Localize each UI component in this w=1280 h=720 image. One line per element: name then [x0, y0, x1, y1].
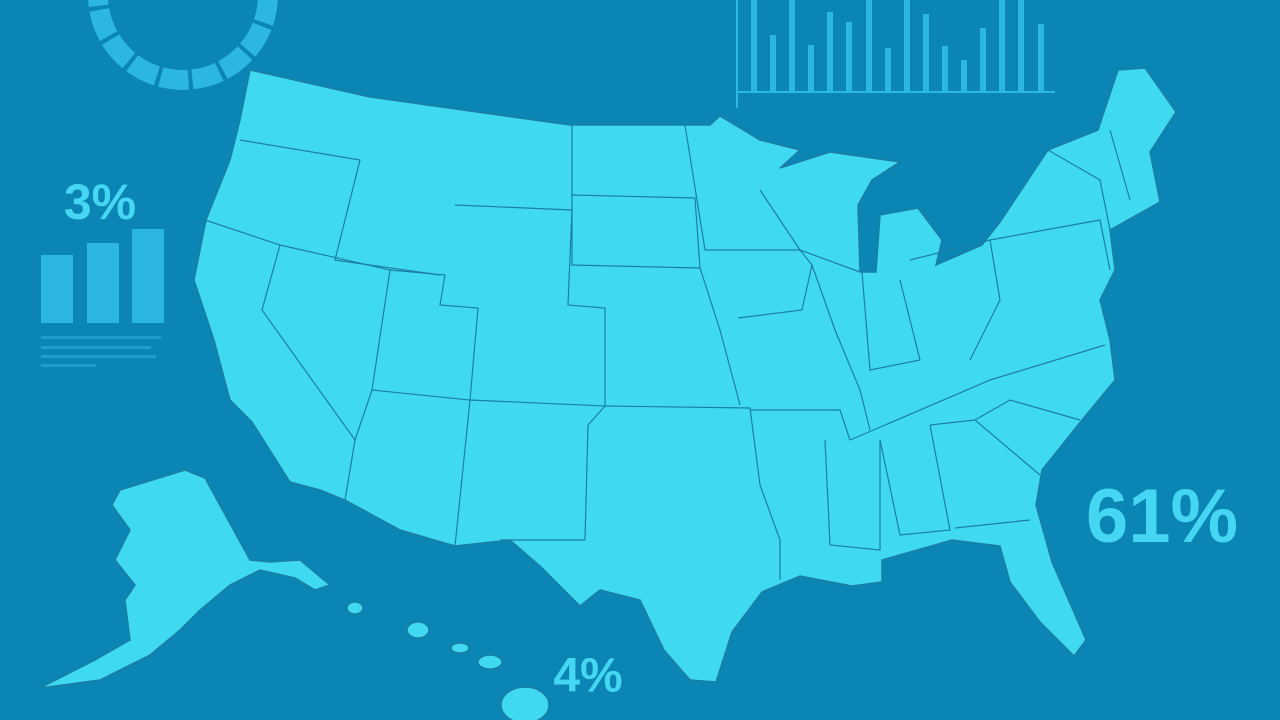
ring: [88, 0, 278, 90]
stat-label: 4%: [553, 650, 622, 703]
mini-bar-chart: [736, 0, 1055, 108]
state-borders: [204, 124, 1131, 580]
stat-label: 3%: [64, 174, 136, 230]
hawaii: [346, 601, 550, 720]
stat-label: 61%: [1086, 474, 1238, 559]
alaska: [39, 469, 332, 689]
us-map: [39, 67, 1177, 720]
contiguous-us: [193, 67, 1177, 683]
side-bar-chart: [41, 229, 164, 367]
